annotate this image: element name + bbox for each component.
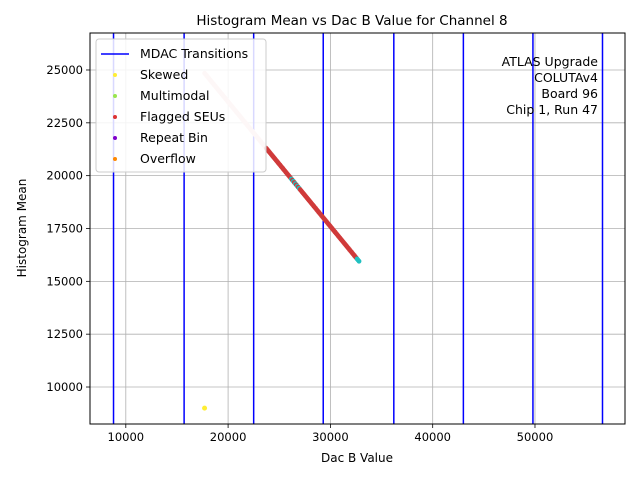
x-tick-label: 50000 bbox=[517, 430, 554, 444]
legend-label: Overflow bbox=[140, 151, 196, 166]
y-axis-ticks: 10000 12500 15000 17500 20000 22500 25000 bbox=[46, 63, 90, 394]
legend-marker bbox=[113, 94, 117, 98]
data-point bbox=[356, 258, 362, 264]
x-axis-label: Dac B Value bbox=[321, 451, 393, 465]
y-tick-label: 15000 bbox=[46, 274, 83, 288]
legend-label: Flagged SEUs bbox=[140, 109, 225, 124]
y-tick-label: 25000 bbox=[46, 63, 83, 77]
y-tick-label: 17500 bbox=[46, 222, 83, 236]
x-tick-label: 20000 bbox=[210, 430, 247, 444]
data-point bbox=[202, 405, 208, 411]
y-tick-label: 10000 bbox=[46, 380, 83, 394]
annotation-box: ATLAS Upgrade COLUTAv4 Board 96 Chip 1, … bbox=[502, 54, 599, 117]
chart-title: Histogram Mean vs Dac B Value for Channe… bbox=[196, 13, 507, 29]
y-axis-label: Histogram Mean bbox=[15, 179, 29, 278]
legend: MDAC Transitions Skewed Multimodal Flagg… bbox=[95, 38, 267, 173]
annotation-line: Chip 1, Run 47 bbox=[506, 102, 598, 117]
legend-marker bbox=[113, 136, 117, 140]
x-axis-ticks: 10000 20000 30000 40000 50000 bbox=[108, 424, 554, 444]
annotation-line: COLUTAv4 bbox=[534, 70, 598, 85]
x-tick-label: 10000 bbox=[108, 430, 145, 444]
y-tick-label: 20000 bbox=[46, 169, 83, 183]
y-tick-label: 12500 bbox=[46, 327, 83, 341]
legend-label: MDAC Transitions bbox=[140, 46, 248, 61]
legend-frame bbox=[95, 38, 267, 173]
y-tick-label: 22500 bbox=[46, 116, 83, 130]
legend-label: Multimodal bbox=[140, 88, 209, 103]
legend-label: Repeat Bin bbox=[140, 130, 208, 145]
legend-marker bbox=[113, 157, 117, 161]
legend-label: Skewed bbox=[140, 67, 188, 82]
annotation-line: Board 96 bbox=[541, 86, 598, 101]
x-tick-label: 30000 bbox=[312, 430, 349, 444]
x-tick-label: 40000 bbox=[414, 430, 451, 444]
legend-marker bbox=[113, 73, 117, 77]
annotation-line: ATLAS Upgrade bbox=[502, 54, 599, 69]
legend-marker bbox=[113, 115, 117, 119]
